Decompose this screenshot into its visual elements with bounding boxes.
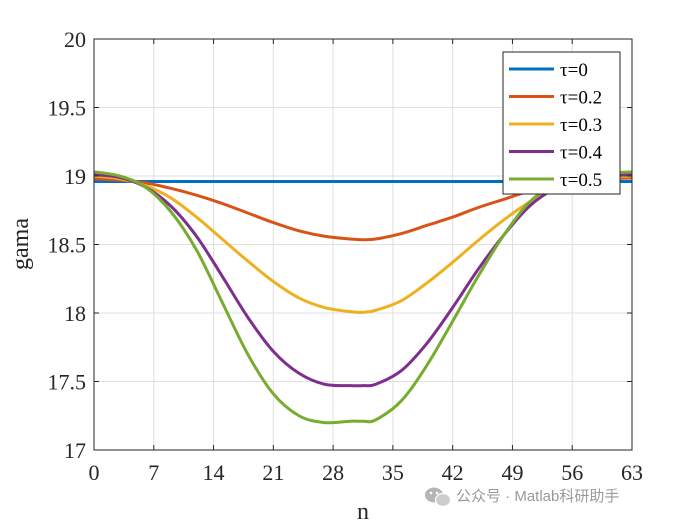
x-tick-label: 7 [148,460,159,485]
x-tick-label: 14 [203,460,225,485]
x-tick-label: 49 [501,460,523,485]
legend: τ=0 τ=0.2 τ=0.3 τ=0.4 τ=0.5 [502,51,621,195]
x-axis-label: n [357,499,369,525]
y-tick-label: 17 [64,438,86,463]
x-tick-labels: 0 7 14 21 28 35 42 49 56 63 [89,460,644,485]
axis-ticks [93,38,633,451]
legend-label-2: τ=0.3 [560,115,602,136]
watermark: 公众号 · Matlab科研助手 [425,487,619,508]
legend-label-3: τ=0.4 [560,143,603,164]
series-line-2 [93,174,633,314]
legend-label-4: τ=0.5 [560,170,602,191]
wechat-icon [425,487,452,508]
legend-label-1: τ=0.2 [560,88,602,109]
x-tick-label: 42 [442,460,464,485]
series-line-3 [93,173,633,388]
watermark-text: 公众号 · Matlab科研助手 [456,488,619,505]
y-tick-label: 20 [64,27,86,52]
x-tick-label: 21 [262,460,284,485]
x-tick-label: 28 [322,460,344,485]
x-tick-label: 0 [89,460,100,485]
y-axis-label: gama [8,218,34,270]
legend-label-0: τ=0 [560,60,588,81]
y-tick-label: 17.5 [48,370,87,395]
x-tick-label: 56 [561,460,583,485]
y-tick-label: 19 [64,164,86,189]
y-tick-label: 19.5 [48,96,87,121]
x-tick-label: 63 [621,460,643,485]
y-tick-label: 18 [64,301,86,326]
y-tick-labels: 17 17.5 18 18.5 19 19.5 20 [48,27,87,463]
series-line-4 [93,170,633,425]
y-tick-label: 18.5 [48,233,87,258]
x-tick-label: 35 [382,460,404,485]
